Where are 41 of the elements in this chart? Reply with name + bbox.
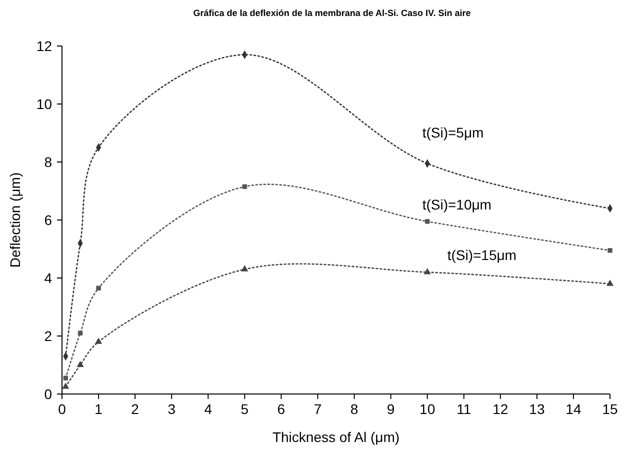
x-tick-label: 13 [529,401,545,417]
y-tick-label: 4 [44,270,52,286]
point [241,265,248,272]
y-axis-title: Deflection (μm) [7,172,23,268]
x-tick-label: 9 [386,401,395,417]
x-tick-label: 10 [420,401,436,417]
point [424,268,431,274]
x-tick-label: 3 [168,401,176,417]
x-tick-label: 2 [131,401,140,417]
y-tick-label: 6 [44,212,52,228]
point [78,330,83,336]
x-tick-label: 14 [566,401,582,417]
x-tick-label: 12 [492,401,508,417]
x-tick-label: 15 [602,401,618,417]
x-tick-label: 1 [94,401,103,417]
point [62,382,70,389]
y-tick-label: 8 [44,154,52,170]
point [606,280,614,286]
x-tick-label: 4 [204,401,212,417]
x-tick-label: 5 [240,401,249,417]
x-tick-label: 0 [58,401,66,417]
point [608,248,612,253]
x-tick-label: 11 [456,401,472,417]
point [424,219,430,224]
x-axis-title: Thickness of Al (μm) [272,429,400,445]
point [76,360,84,368]
y-tick-label: 0 [44,386,52,402]
x-tick-label: 6 [277,401,286,417]
x-tick-label: 7 [314,401,322,417]
chart-title: Gráfica de la deflexión de la membrana de Al-Si. Caso IV. Sin aire [193,8,471,18]
series-label: t(Si)=10μm [422,196,492,212]
series-label: t(Si)=5μm [422,124,484,140]
y-tick-label: 2 [44,328,52,344]
y-tick-label: 10 [36,96,52,112]
y-tick-label: 12 [36,38,52,54]
x-tick-label: 8 [350,401,358,417]
point [63,376,68,380]
point [242,184,248,189]
series-label: t(Si)=15μm [447,247,516,264]
point [94,338,102,344]
point [96,286,101,290]
